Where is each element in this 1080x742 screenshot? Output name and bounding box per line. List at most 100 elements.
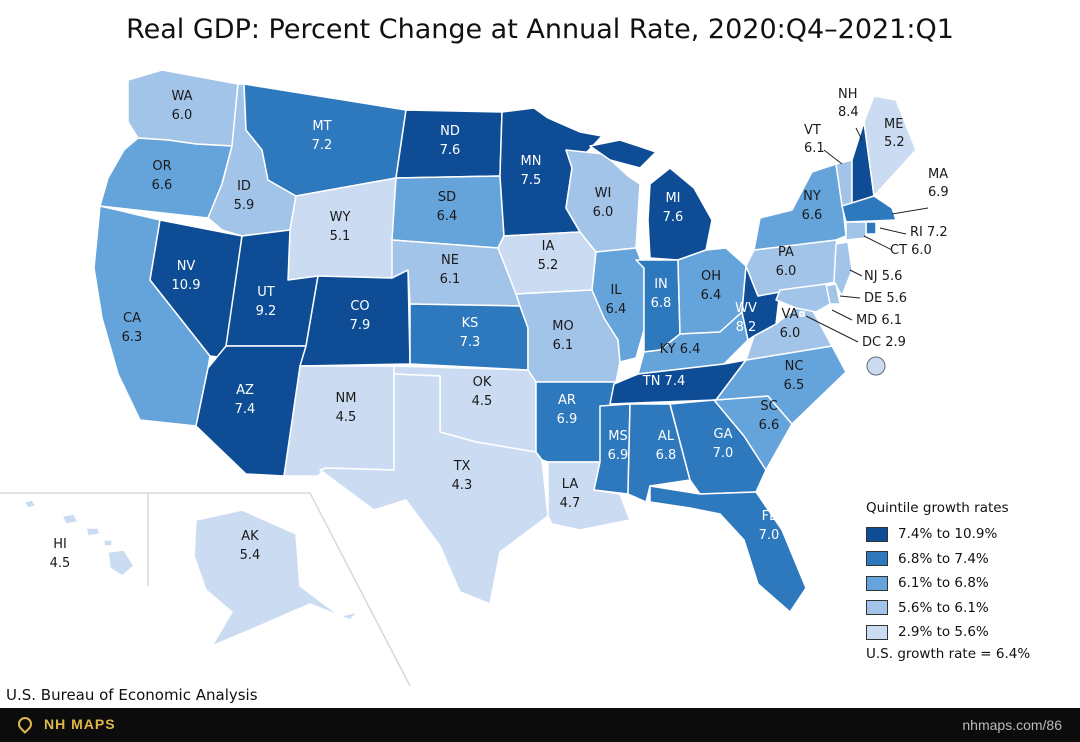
state-label-la: LA 4.7 bbox=[560, 477, 581, 511]
leader-line-ct bbox=[863, 235, 893, 251]
state-label-il: IL 6.4 bbox=[606, 283, 627, 317]
us-gdp-map: WA 6.0 OR 6.6 CA 6.3 NV 10.9 ID 5.9 MT 7.2 WY 5.1 UT 9.… bbox=[0, 69, 949, 687]
state-label-me: ME 5.2 bbox=[884, 117, 905, 150]
us-growth-rate: U.S. growth rate = 6.4% bbox=[866, 645, 1031, 662]
brand[interactable]: NH MAPS bbox=[15, 714, 116, 734]
state-label-nv: NV 10.9 bbox=[172, 259, 201, 293]
state-label-az: AZ 7.4 bbox=[235, 383, 256, 417]
state-nj[interactable] bbox=[833, 241, 853, 297]
legend-title: Quintile growth rates bbox=[866, 500, 1009, 516]
state-label-sc: SC 6.6 bbox=[759, 399, 780, 433]
legend-label: 6.8% to 7.4% bbox=[898, 550, 989, 567]
state-ct[interactable] bbox=[845, 221, 867, 241]
state-label-nh: NH 8.4 bbox=[838, 87, 859, 120]
source-credit: U.S. Bureau of Economic Analysis bbox=[6, 686, 258, 704]
state-ms[interactable] bbox=[593, 403, 631, 495]
state-labels: WA 6.0 OR 6.6 CA 6.3 NV 10.9 ID 5.9 MT 7.2 WY 5.1 UT 9.… bbox=[50, 87, 949, 571]
state-md[interactable] bbox=[775, 283, 831, 313]
footer-url[interactable]: nhmaps.com/86 bbox=[962, 717, 1062, 733]
state-label-co: CO 7.9 bbox=[350, 299, 371, 333]
state-me[interactable] bbox=[863, 95, 917, 197]
state-label-ma: MA 6.9 bbox=[928, 167, 949, 200]
leader-line-nj bbox=[849, 269, 863, 277]
state-label-ok: OK 4.5 bbox=[472, 375, 493, 409]
state-label-or: OR 6.6 bbox=[152, 159, 173, 193]
state-label-va: VA 6.0 bbox=[780, 307, 801, 341]
state-label-al: AL 6.8 bbox=[656, 429, 677, 463]
state-label-ky: KY 6.4 bbox=[660, 342, 701, 357]
state-label-wv: WV 8.2 bbox=[735, 301, 757, 335]
state-hi[interactable] bbox=[23, 499, 135, 577]
legend-swatch bbox=[866, 624, 888, 640]
state-fl[interactable] bbox=[649, 485, 807, 613]
legend-swatch bbox=[866, 551, 888, 567]
leader-line-ri bbox=[879, 227, 907, 235]
leader-line-dc bbox=[805, 315, 859, 343]
legend-label: 6.1% to 6.8% bbox=[898, 575, 989, 592]
state-label-de: DE 5.6 bbox=[864, 291, 907, 306]
legend-item: 6.1% to 6.8% bbox=[866, 571, 1030, 596]
state-label-fl: FL 7.0 bbox=[759, 509, 780, 543]
legend-item: 7.4% to 10.9% bbox=[866, 522, 1030, 547]
state-ak[interactable] bbox=[193, 509, 359, 647]
state-label-dc: DC 2.9 bbox=[862, 335, 906, 350]
state-label-mt: MT 7.2 bbox=[312, 119, 333, 153]
state-label-ms: MS 6.9 bbox=[608, 429, 629, 463]
state-label-ks: KS 7.3 bbox=[460, 316, 481, 350]
state-label-tn: TN 7.4 bbox=[642, 374, 685, 389]
state-label-ga: GA 7.0 bbox=[713, 427, 734, 461]
state-label-oh: OH 6.4 bbox=[701, 269, 722, 303]
legend: Quintile growth rates 7.4% to 10.9% 6.8% … bbox=[866, 500, 1030, 662]
legend-swatch bbox=[866, 526, 888, 542]
state-label-ct: CT 6.0 bbox=[890, 243, 932, 258]
state-label-nd: ND 7.6 bbox=[440, 124, 461, 158]
state-label-ri: RI 7.2 bbox=[910, 225, 948, 240]
state-label-ny: NY 6.6 bbox=[802, 189, 823, 223]
map-pin-icon bbox=[15, 714, 35, 734]
legend-item: 5.6% to 6.1% bbox=[866, 596, 1030, 621]
state-label-mn: MN 7.5 bbox=[521, 154, 542, 188]
legend-swatch bbox=[866, 575, 888, 591]
state-il[interactable] bbox=[591, 247, 645, 363]
legend-item: 6.8% to 7.4% bbox=[866, 547, 1030, 572]
state-ri[interactable] bbox=[865, 221, 877, 235]
state-label-hi: HI 4.5 bbox=[50, 537, 71, 571]
state-label-mo: MO 6.1 bbox=[552, 319, 573, 353]
leader-line-md bbox=[831, 309, 853, 321]
state-label-ar: AR 6.9 bbox=[557, 393, 578, 427]
state-label-in: IN 6.8 bbox=[651, 277, 672, 311]
leader-line-nh bbox=[855, 127, 863, 141]
legend-item: 2.9% to 5.6% bbox=[866, 620, 1030, 645]
leader-line-de bbox=[839, 295, 861, 299]
dc-marker[interactable] bbox=[866, 356, 886, 376]
state-label-tx: TX 4.3 bbox=[452, 459, 473, 493]
map-title: Real GDP: Percent Change at Annual Rate,… bbox=[126, 14, 954, 45]
state-label-ne: NE 6.1 bbox=[440, 253, 461, 287]
leader-lines bbox=[805, 127, 929, 343]
legend-swatch bbox=[866, 600, 888, 616]
state-label-mi: MI 7.6 bbox=[663, 191, 684, 225]
state-label-nj: NJ 5.6 bbox=[864, 269, 902, 284]
state-label-nm: NM 4.5 bbox=[336, 391, 357, 425]
state-tx[interactable] bbox=[319, 373, 549, 605]
state-label-pa: PA 6.0 bbox=[776, 245, 797, 279]
leader-line-vt bbox=[823, 149, 843, 165]
legend-label: 5.6% to 6.1% bbox=[898, 599, 989, 616]
legend-label: 2.9% to 5.6% bbox=[898, 624, 989, 641]
inset-frame bbox=[0, 492, 411, 687]
brand-name: NH MAPS bbox=[44, 716, 116, 732]
state-label-wi: WI 6.0 bbox=[593, 186, 614, 220]
leader-line-ma bbox=[891, 207, 929, 215]
state-label-wy: WY 5.1 bbox=[330, 210, 351, 244]
state-label-ia: IA 5.2 bbox=[538, 239, 559, 273]
state-label-vt: VT 6.1 bbox=[804, 123, 825, 156]
state-label-ut: UT 9.2 bbox=[256, 285, 277, 319]
state-dc[interactable] bbox=[799, 311, 805, 317]
state-label-ca: CA 6.3 bbox=[122, 311, 143, 345]
state-label-wa: WA 6.0 bbox=[171, 89, 192, 123]
state-label-ak: AK 5.4 bbox=[240, 529, 261, 563]
state-shapes bbox=[23, 69, 917, 647]
state-label-id: ID 5.9 bbox=[234, 179, 255, 213]
state-ny[interactable] bbox=[753, 163, 847, 251]
footer-bar: NH MAPS nhmaps.com/86 bbox=[0, 708, 1080, 742]
